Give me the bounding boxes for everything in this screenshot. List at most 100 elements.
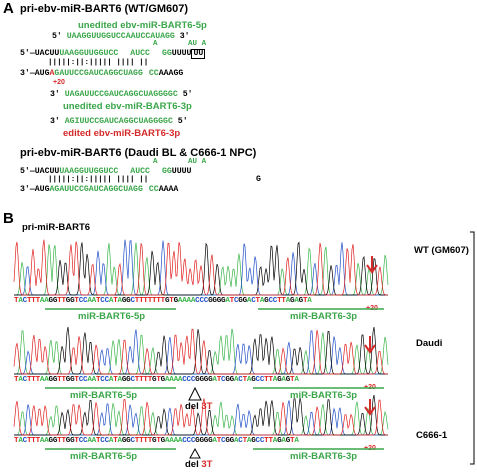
base: T xyxy=(147,437,153,445)
wt-hairpin-bottom: 3'—AUGAGAUUCCGAUCAGGCUAGG CCAAAGG xyxy=(20,69,184,78)
base: T xyxy=(290,376,295,384)
edited-3p-5prime: 5' xyxy=(177,117,188,126)
base: A xyxy=(108,376,114,384)
base: A xyxy=(87,376,92,384)
base: A xyxy=(108,437,114,445)
wt-loop-box: UU xyxy=(191,49,206,59)
trace-t xyxy=(13,398,388,436)
base: C xyxy=(251,297,256,305)
base: T xyxy=(139,297,144,305)
base: G xyxy=(229,437,235,445)
base: T xyxy=(143,376,148,384)
base: A xyxy=(294,437,299,445)
base: T xyxy=(61,376,66,384)
base: T xyxy=(229,297,235,305)
unedited-3p-5prime: 5' xyxy=(182,90,193,99)
deletion-3t-row-2: 3T xyxy=(201,401,213,412)
wt-base-pairs: |||||:||:||||| |||| || xyxy=(48,59,149,67)
base: A xyxy=(246,437,252,445)
mut-top-mid: AUCC xyxy=(130,167,150,176)
base: A xyxy=(117,437,123,445)
edited-3p-post: UUCCGAUCAGGCUAGGGGC xyxy=(79,117,173,126)
base: C xyxy=(182,376,187,384)
base: T xyxy=(152,297,157,305)
base: A xyxy=(225,297,230,305)
base: A xyxy=(108,297,114,305)
base: A xyxy=(212,376,217,384)
sequence-row-3: TACTTTAAGGTTGGTCCAATCCATAGGCTTTTGTGAAAAC… xyxy=(14,437,299,445)
base: G xyxy=(203,376,209,384)
base: G xyxy=(160,437,166,445)
base: A xyxy=(39,297,45,305)
base: C xyxy=(190,437,196,445)
base: C xyxy=(100,376,105,384)
base: T xyxy=(134,297,140,305)
base: T xyxy=(134,376,140,384)
base: G xyxy=(208,297,213,305)
trace-g xyxy=(14,394,388,436)
base: G xyxy=(208,437,213,445)
mut-top-gg: GG xyxy=(161,167,172,176)
sequence-row-1: TACTTTAAGGTTGGTCCAATCCATAGGCTTTTTTTGTGAA… xyxy=(14,297,312,305)
base: C xyxy=(221,376,226,384)
base: A xyxy=(87,297,92,305)
unedited-5p-label: unedited ebv-miR-BART6-5p xyxy=(78,20,207,31)
base: G xyxy=(164,297,170,305)
base: C xyxy=(186,437,192,445)
mut-top-end: UUUU xyxy=(171,167,192,176)
base: G xyxy=(152,437,157,445)
base: T xyxy=(277,297,282,305)
base: T xyxy=(95,437,101,445)
base: G xyxy=(121,437,127,445)
base: G xyxy=(203,437,209,445)
base: G xyxy=(199,376,204,384)
base: G xyxy=(216,297,222,305)
label-3p-row-1: miR-BART6-3p xyxy=(290,311,358,322)
base: T xyxy=(216,376,222,384)
base: T xyxy=(26,376,32,384)
base: G xyxy=(195,376,200,384)
base: G xyxy=(65,297,71,305)
base: A xyxy=(281,437,286,445)
base: A xyxy=(177,437,183,445)
base: C xyxy=(100,437,105,445)
mut-bot-3: 3' xyxy=(20,185,30,194)
base: A xyxy=(173,376,179,384)
base: A xyxy=(246,297,252,305)
base: A xyxy=(44,376,49,384)
deletion-row-2: del 3T xyxy=(185,401,212,412)
unedited-5p-sequence: 5' UAAGGUUGGUCCAAUCCAUAGG 3' xyxy=(52,32,190,41)
wt-bulge-au: AU xyxy=(188,40,198,48)
wt-bot-end: AAAGG xyxy=(158,69,184,78)
base: A xyxy=(272,376,278,384)
deletion-3t-row-3: 3T xyxy=(201,459,213,470)
base: T xyxy=(290,437,295,445)
base: T xyxy=(95,376,101,384)
label-5p-row-2: miR-BART6-5p xyxy=(70,390,138,401)
base: T xyxy=(14,437,19,445)
base: G xyxy=(298,297,304,305)
wt-bot-green: GAUUCCGAUCAGGCUAGG xyxy=(54,69,143,78)
base: G xyxy=(285,437,291,445)
mut-bulge-au: AU xyxy=(188,158,198,166)
wt-bulge-a2: A xyxy=(201,40,207,48)
base: A xyxy=(39,376,45,384)
wt-bot-red: A xyxy=(49,69,55,78)
base: G xyxy=(277,376,282,384)
base: C xyxy=(78,297,84,305)
base: A xyxy=(164,437,170,445)
base: G xyxy=(121,376,127,384)
base: T xyxy=(156,297,161,305)
base: G xyxy=(52,437,58,445)
sample-label-daudi: Daudi xyxy=(416,338,443,349)
base: A xyxy=(91,437,97,445)
base: T xyxy=(143,437,148,445)
base: A xyxy=(177,297,183,305)
base: T xyxy=(169,297,174,305)
mut-top-black: UACUU xyxy=(34,167,60,176)
base: G xyxy=(264,297,269,305)
base: C xyxy=(190,376,196,384)
base: T xyxy=(31,297,36,305)
base: A xyxy=(18,297,23,305)
